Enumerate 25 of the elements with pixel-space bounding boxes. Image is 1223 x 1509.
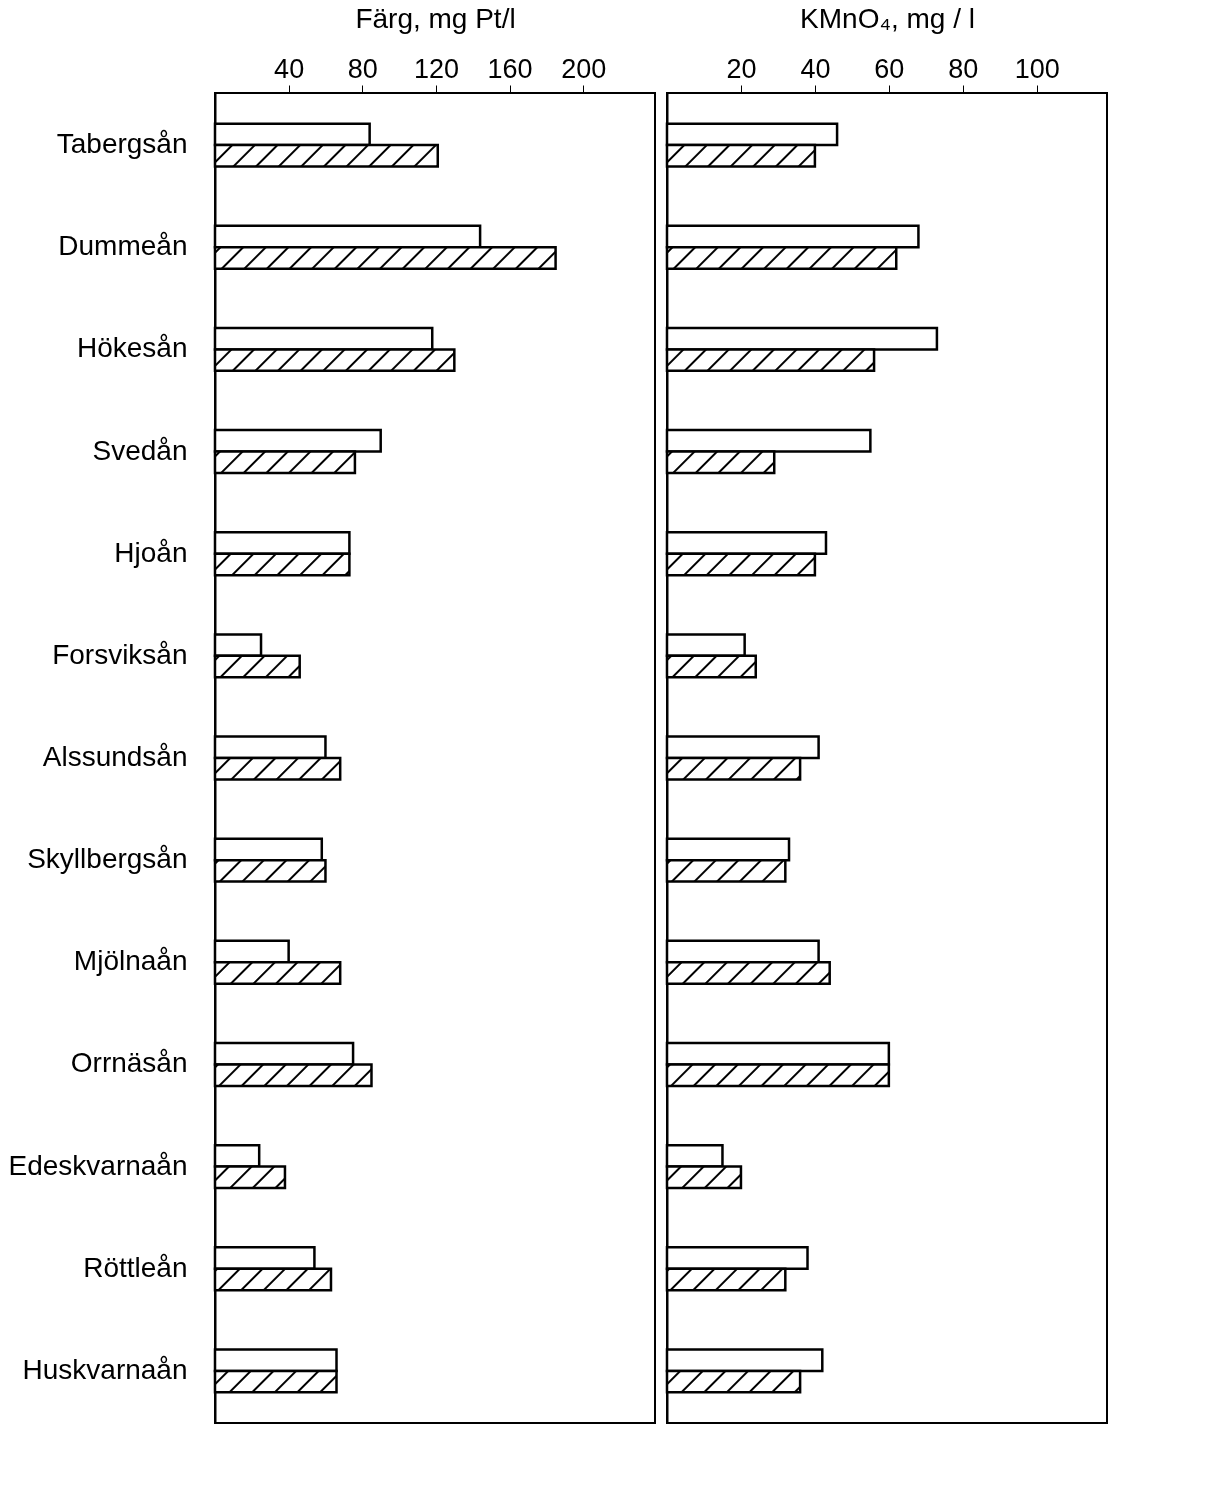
y-tick-label: Hjoån [114,536,188,568]
x-axis-title: KMnO₄, mg / l [800,2,975,34]
x-tick-label: 120 [413,53,459,84]
x-tick-label: 160 [487,53,533,84]
x-tick-label: 80 [347,53,378,84]
y-tick-label: Dummeån [58,230,188,262]
y-tick-label: Mjölnaån [73,945,188,977]
y-tick-label: Forsviksån [52,638,188,670]
x-tick-label: 100 [1014,53,1060,84]
x-axis-title: Färg, mg Pt/l [355,2,516,34]
x-tick-label: 80 [948,53,979,84]
y-tick-label: Röttleån [83,1251,188,1283]
y-tick-label: Svedån [92,434,188,466]
y-tick-label: Hökesån [76,332,188,364]
y-tick-label: Alssundsån [42,741,188,772]
x-tick-label: 40 [800,53,831,84]
x-tick-label: 20 [726,53,757,84]
x-tick-label: 200 [561,53,607,84]
x-tick-label: 60 [874,53,905,84]
y-tick-label: Edeskvarnaån [8,1149,188,1181]
y-tick-label: Orrnäsån [70,1047,188,1079]
y-tick-label: Tabergsån [56,128,188,160]
y-tick-label: Huskvarnaån [22,1353,188,1385]
x-tick-label: 40 [274,53,305,84]
y-tick-label: Skyllbergsån [27,843,188,875]
